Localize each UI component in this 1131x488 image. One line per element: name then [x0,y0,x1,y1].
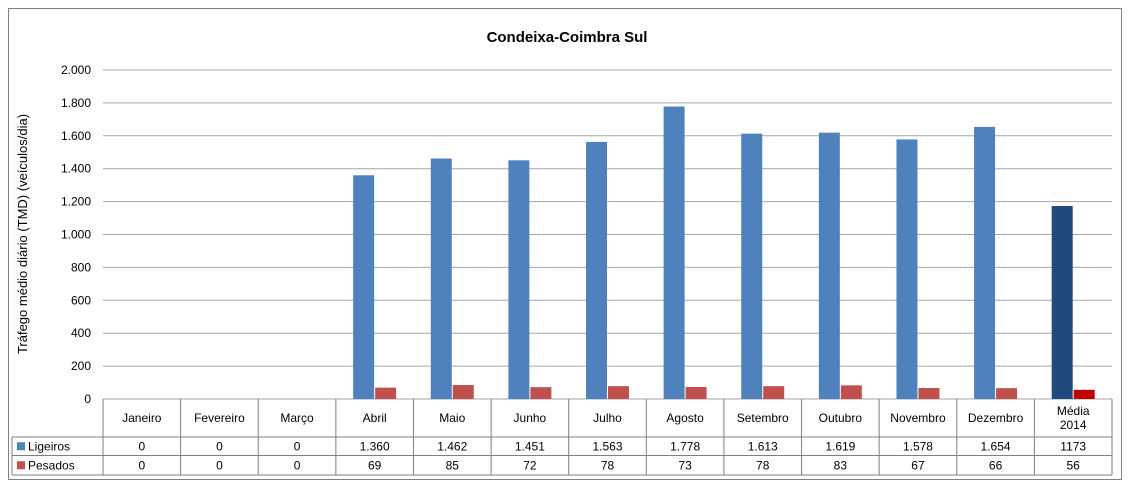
category-label: Março [280,411,314,425]
data-label-pesados: 66 [989,458,1003,472]
grid-lines: 0 200 400 600 800 1.000 1.200 1.400 1.600 1.800 2.… [61,63,1112,406]
bar-ligeiros [896,139,918,399]
bar-ligeiros [741,133,763,399]
data-label-ligeiros: 0 [216,439,223,453]
data-label-ligeiros: 0 [294,439,301,453]
data-label-pesados: 0 [138,458,145,472]
data-label-pesados: 85 [446,458,460,472]
bar-pesados [530,387,552,399]
bar-ligeiros [430,158,452,399]
category-label: Dezembro [968,411,1024,425]
bar-pesados [1073,389,1095,399]
data-label-ligeiros: 1.360 [360,439,390,453]
y-tick-label: 1.400 [61,162,91,176]
data-label-pesados: 69 [368,458,382,472]
y-tick-label: 200 [71,359,91,373]
data-label-pesados: 72 [523,458,537,472]
data-label-pesados: 67 [911,458,925,472]
y-tick-label: 600 [71,293,91,307]
data-label-ligeiros: 1.778 [670,439,700,453]
legend-label-ligeiros: Ligeiros [28,439,70,453]
data-label-ligeiros: 1.563 [592,439,622,453]
category-label: Fevereiro [194,411,245,425]
data-label-ligeiros: 1.578 [903,439,933,453]
data-label-pesados: 78 [756,458,770,472]
bar-pesados [608,386,629,399]
data-label-ligeiros: 0 [138,439,145,453]
data-table: Janeiro Fevereiro Março Abril Maio Junho Julho… [11,399,1113,476]
bar-pesados [840,385,862,399]
y-tick-label: 0 [84,392,91,406]
bar-ligeiros [818,132,840,399]
data-label-pesados: 83 [834,458,848,472]
bar-ligeiros [974,126,996,400]
bar-ligeiros [353,175,375,399]
bar-ligeiros [1051,206,1073,399]
category-label: Média [1057,404,1090,418]
data-label-pesados: 0 [216,458,223,472]
data-label-ligeiros: 1173 [1060,439,1086,453]
bar-pesados [685,386,707,399]
legend-label-pesados: Pesados [28,458,75,472]
bar-ligeiros [663,106,685,400]
bar-ligeiros [586,141,607,399]
category-label: Julho [593,411,622,425]
bar-ligeiros [508,160,530,399]
category-label: Setembro [737,411,789,425]
y-tick-label: 800 [71,260,91,274]
data-label-pesados: 73 [678,458,692,472]
y-tick-label: 1.800 [61,96,91,110]
category-label: Maio [439,411,465,425]
category-label: Janeiro [122,411,162,425]
data-label-pesados: 56 [1067,458,1081,472]
data-label-ligeiros: 1.462 [437,439,467,453]
bars [353,106,1095,400]
y-tick-label: 400 [71,326,91,340]
y-tick-label: 1.600 [61,129,91,143]
data-label-pesados: 0 [294,458,301,472]
category-label: 2014 [1060,418,1087,432]
data-label-ligeiros: 1.654 [981,439,1011,453]
chart-title: Condeixa-Coimbra Sul [487,29,648,46]
y-tick-label: 1.000 [61,228,91,242]
bar-pesados [452,385,474,399]
bar-pesados [918,387,940,399]
bar-pesados [996,388,1018,399]
category-label: Junho [514,411,547,425]
data-label-ligeiros: 1.619 [825,439,855,453]
category-label: Novembro [890,411,946,425]
legend-key-ligeiros [17,442,25,451]
category-label: Outubro [819,411,863,425]
category-label: Abril [363,411,387,425]
chart-frame [8,8,1122,480]
data-label-ligeiros: 1.613 [748,439,778,453]
y-axis-title: Tráfego médio diário (TMD) (veículos/dia… [15,114,30,354]
bar-pesados [375,387,397,399]
data-label-ligeiros: 1.451 [515,439,545,453]
bar-pesados [763,386,785,399]
data-label-pesados: 78 [601,458,615,472]
legend-key-pesados [17,461,25,470]
y-tick-label: 2.000 [61,63,91,77]
category-label: Agosto [666,411,704,425]
y-tick-label: 1.200 [61,195,91,209]
